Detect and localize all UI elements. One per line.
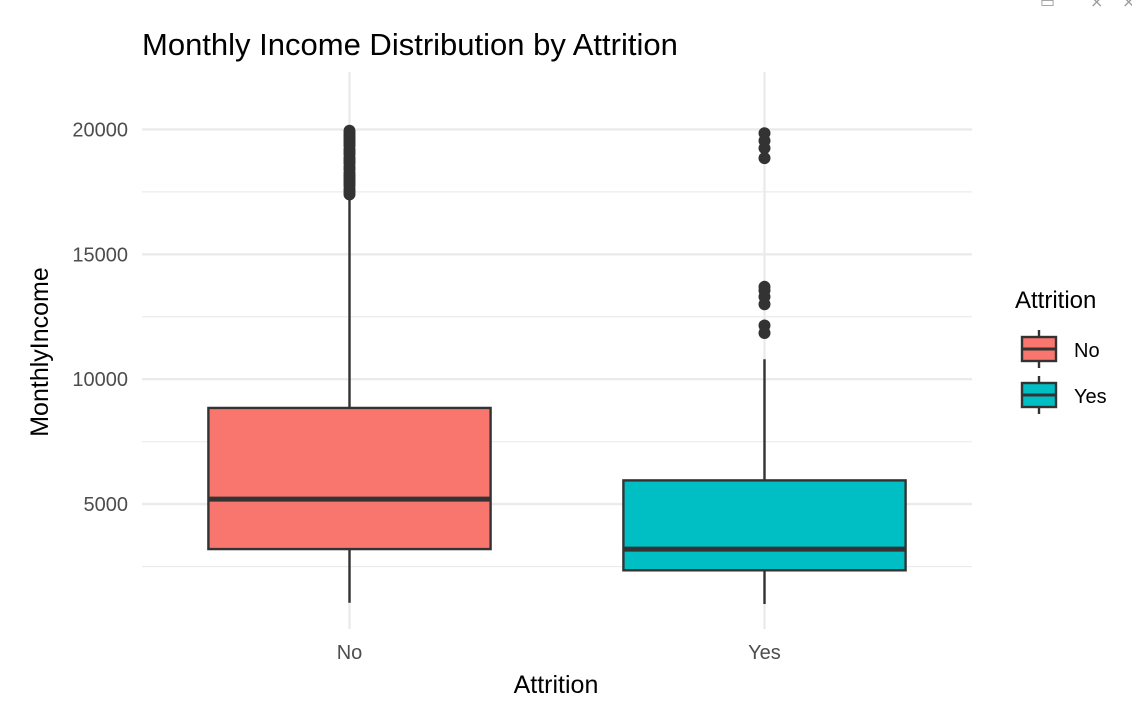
outlier-point xyxy=(343,124,356,137)
boxplots xyxy=(207,124,907,605)
legend-item-label: Yes xyxy=(1074,386,1107,408)
x-tick-label: Yes xyxy=(748,642,781,664)
y-axis-label: MonthlyIncome xyxy=(26,267,54,437)
x-axis-ticks: No Yes xyxy=(337,642,781,664)
chart-title: Monthly Income Distribution by Attrition xyxy=(142,27,678,62)
legend: Attrition No Yes xyxy=(1015,287,1107,414)
outlier-point xyxy=(758,319,771,332)
boxplot-yes xyxy=(622,127,907,605)
x-tick-label: No xyxy=(337,642,363,664)
y-axis-ticks: 5000 10000 15000 20000 xyxy=(72,119,128,516)
legend-item-label: No xyxy=(1074,340,1100,362)
x-axis-label: Attrition xyxy=(514,671,599,699)
legend-title: Attrition xyxy=(1015,287,1096,314)
legend-item-no: No xyxy=(1020,330,1100,368)
iqr-box xyxy=(622,479,907,572)
y-tick-label: 20000 xyxy=(72,119,128,141)
boxplot-no xyxy=(207,124,492,603)
legend-keys: No Yes xyxy=(1020,330,1107,414)
close-icon[interactable]: × xyxy=(1122,0,1132,11)
y-tick-label: 10000 xyxy=(72,369,128,391)
popout-icon[interactable]: ▭ xyxy=(1040,0,1056,11)
outlier-point xyxy=(758,152,771,165)
y-tick-label: 15000 xyxy=(72,244,128,266)
close-icon[interactable]: × xyxy=(1090,0,1104,11)
window-controls: ▭ × × xyxy=(1022,0,1132,14)
iqr-box xyxy=(207,406,492,551)
outlier-point xyxy=(758,127,771,140)
outlier-point xyxy=(758,280,771,293)
y-tick-label: 5000 xyxy=(84,494,129,516)
legend-item-yes: Yes xyxy=(1020,376,1107,414)
